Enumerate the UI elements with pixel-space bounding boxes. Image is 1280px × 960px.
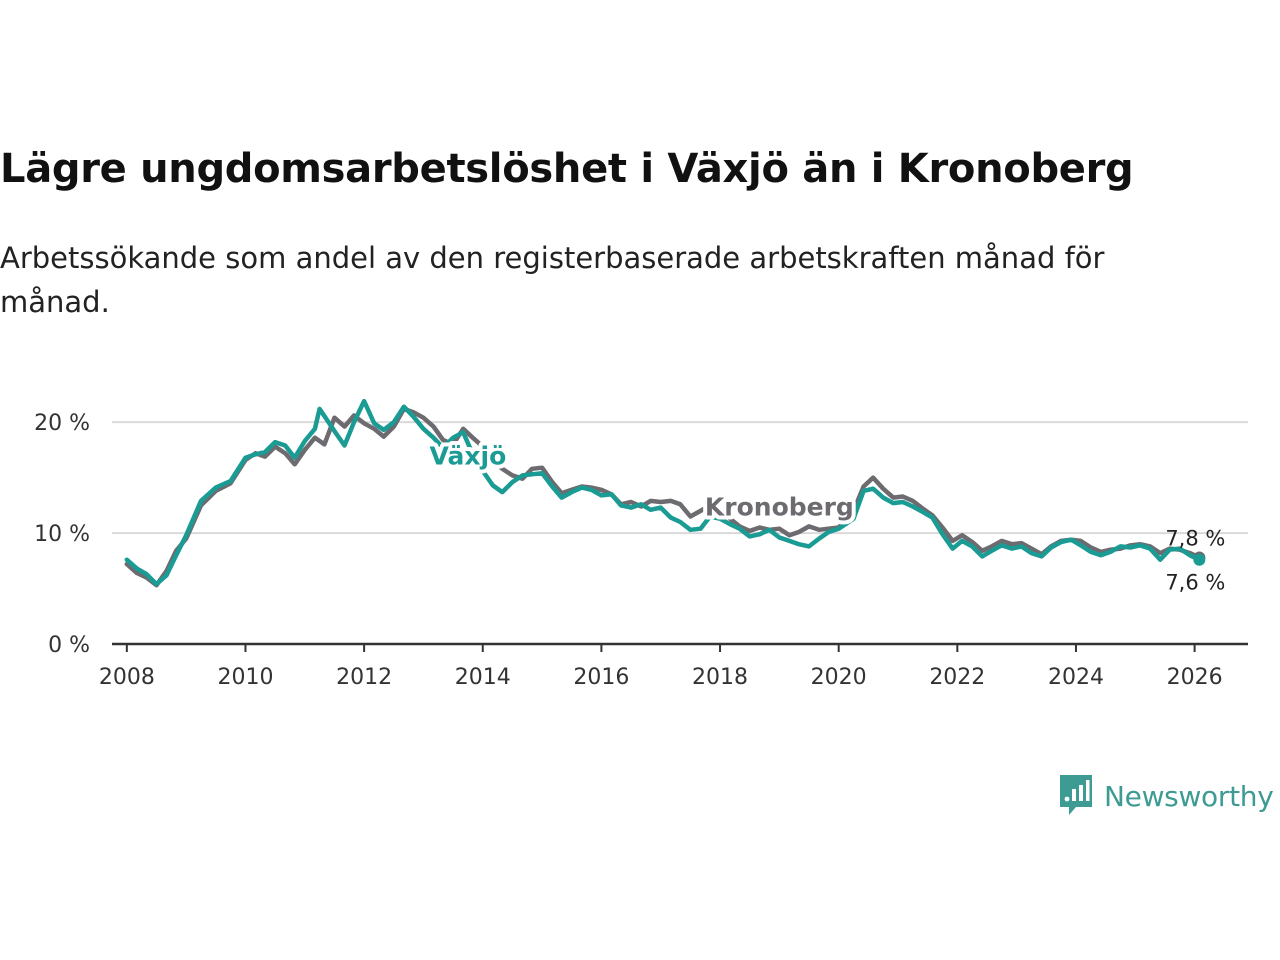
chart-subtitle: Arbetssökande som andel av den registerb… bbox=[0, 241, 1105, 319]
end-label-vaxjo: 7,6 % bbox=[1165, 571, 1225, 595]
y-tick-label: 20 % bbox=[34, 411, 90, 436]
x-tick-label: 2014 bbox=[455, 665, 511, 690]
y-tick-label: 10 % bbox=[34, 522, 90, 547]
x-tick-label: 2022 bbox=[929, 665, 985, 690]
newsworthy-logo-icon bbox=[1060, 775, 1092, 815]
series-label-halo-kronoberg: Kronoberg bbox=[705, 492, 854, 521]
y-axis-ticks: 0 % 10 % 20 % bbox=[34, 411, 90, 658]
x-tick-label: 2020 bbox=[811, 665, 867, 690]
y-tick-label: 0 % bbox=[48, 633, 90, 658]
x-tick-label: 2016 bbox=[573, 665, 629, 690]
series-label-halo-vaxjo: Växjö bbox=[430, 441, 507, 470]
grid-lines bbox=[112, 421, 1248, 535]
brand-name: Newsworthy bbox=[1104, 779, 1274, 813]
series-label-kronoberg: Kronoberg bbox=[705, 492, 854, 521]
series-line-vaxjo bbox=[124, 398, 1202, 587]
x-tick-label: 2024 bbox=[1048, 665, 1104, 690]
x-tick-label: 2012 bbox=[336, 665, 392, 690]
x-tick-label: 2026 bbox=[1167, 665, 1223, 690]
series-line-kronoberg bbox=[124, 406, 1202, 588]
newsworthy-logo: Newsworthy bbox=[1058, 772, 1274, 820]
x-tick-label: 2018 bbox=[692, 665, 748, 690]
x-axis-ticks: 2008 2010 2012 2014 2016 2018 2020 2022 2024 2026 bbox=[99, 644, 1223, 690]
series-label-vaxjo: Växjö bbox=[430, 441, 507, 470]
x-tick-label: 2010 bbox=[217, 665, 273, 690]
end-label-kronoberg: 7,8 % bbox=[1165, 526, 1225, 550]
x-tick-label: 2008 bbox=[99, 665, 155, 690]
line-chart: 0 % 10 % 20 % 2008 2010 2012 2014 2016 2018 2020… bbox=[34, 398, 1248, 690]
chart-title: Lägre ungdomsarbetslöshet i Växjö än i K… bbox=[0, 146, 1134, 192]
end-point-vaxjo bbox=[1193, 553, 1206, 566]
series-lines bbox=[124, 398, 1206, 588]
